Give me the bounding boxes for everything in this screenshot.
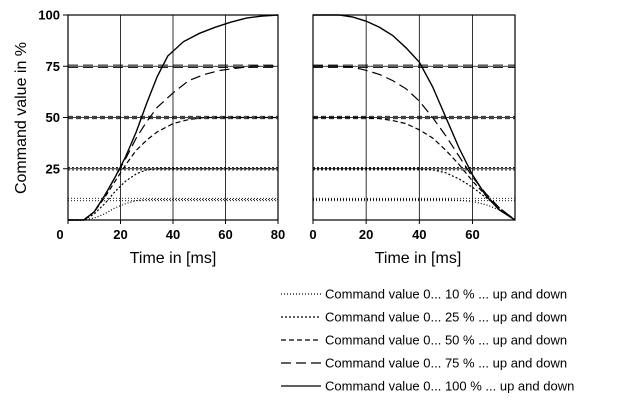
series-line-10: [313, 198, 516, 221]
x-tick-label: 80: [271, 227, 285, 242]
y-tick-label: 50: [46, 110, 60, 125]
series-line-25: [313, 168, 516, 221]
x-tick-label: 0: [309, 227, 316, 242]
y-axis-title: Command value in %: [13, 42, 30, 194]
legend: Command value 0... 10 % ... up and down C…: [281, 287, 574, 394]
x-tick-label: 40: [166, 227, 180, 242]
x-axis-title-left: Time in [ms]: [130, 250, 217, 267]
panel-ramp-up: 0 20 40 60 80 25 50 75 100: [38, 8, 285, 243]
y-tick-label: 100: [38, 8, 60, 23]
x-tick-label: 0: [56, 227, 63, 242]
series-line-50: [313, 116, 516, 221]
x-tick-label: 20: [113, 227, 127, 242]
y-tick-label: 75: [46, 59, 60, 74]
legend-entry: Command value 0... 75 % ... up and down: [325, 356, 567, 371]
legend-entry: Command value 0... 10 % ... up and down: [325, 287, 567, 302]
x-tick-label: 60: [465, 227, 479, 242]
x-tick-label: 60: [218, 227, 232, 242]
y-tick-label: 25: [46, 161, 60, 176]
legend-entry: Command value 0... 25 % ... up and down: [325, 310, 567, 325]
series-line-100: [313, 14, 516, 221]
x-tick-label: 20: [359, 227, 373, 242]
series-line-10: [68, 198, 278, 221]
x-axis-title-right: Time in [ms]: [375, 250, 462, 267]
x-tick-label: 40: [412, 227, 426, 242]
legend-entry: Command value 0... 50 % ... up and down: [325, 333, 567, 348]
series-line-100: [68, 14, 279, 221]
series-line-75: [313, 65, 516, 221]
legend-entry: Command value 0... 100 % ... up and down: [325, 379, 574, 394]
panel-ramp-down: 0 20 40 60: [309, 14, 516, 242]
